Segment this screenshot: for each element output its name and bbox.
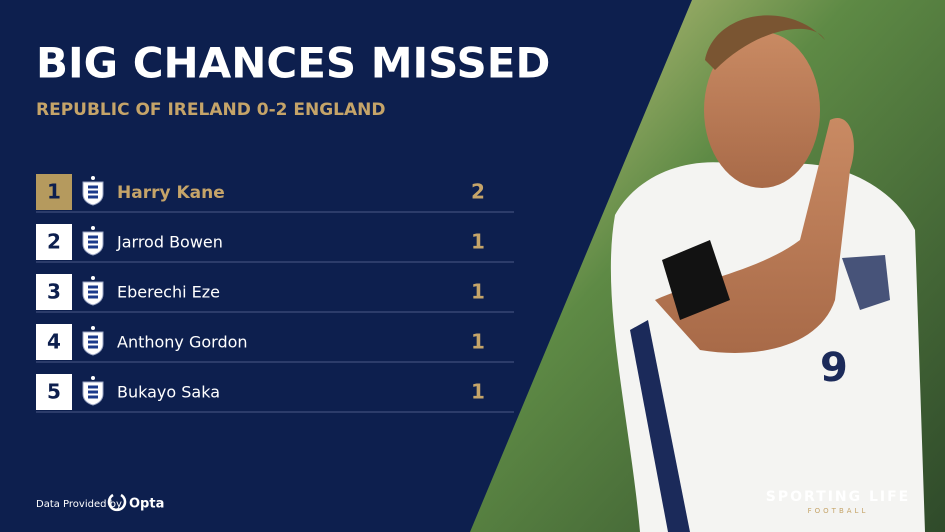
player-name: Eberechi Eze xyxy=(117,283,220,302)
crest-lion xyxy=(88,195,98,199)
crest-lion xyxy=(88,335,98,339)
crest-lion xyxy=(88,345,98,349)
big-chances-missed: 1 xyxy=(471,230,485,254)
table-row: 5 Bukayo Saka 1 xyxy=(36,374,514,413)
crest-star xyxy=(91,276,95,280)
crest-icon xyxy=(82,176,104,206)
brand-sub: FOOTBALL xyxy=(808,507,869,515)
crest-lion xyxy=(88,235,98,239)
rank: 1 xyxy=(47,180,61,204)
photo: 9 xyxy=(470,0,945,532)
ranking-table: 1 Harry Kane 2 2 Jarrod Bowen 1 3 Eberechi Eze 1… xyxy=(36,174,514,413)
subtitle: REPUBLIC OF IRELAND 0-2 ENGLAND xyxy=(36,100,386,120)
crest-lion xyxy=(88,290,98,294)
rank-box xyxy=(36,174,72,210)
big-chances-missed: 1 xyxy=(471,380,485,404)
rank: 2 xyxy=(47,230,61,254)
crest-lion xyxy=(88,240,98,244)
crest-icon xyxy=(82,226,104,256)
table-row: 3 Eberechi Eze 1 xyxy=(36,274,514,313)
table-row: 1 Harry Kane 2 xyxy=(36,174,514,213)
player-name: Jarrod Bowen xyxy=(116,233,223,252)
crest-lion xyxy=(88,385,98,389)
player-name: Harry Kane xyxy=(117,183,225,203)
crest-lion xyxy=(88,340,98,344)
opta-logo xyxy=(107,493,127,512)
crest-lion xyxy=(88,285,98,289)
table-row: 2 Jarrod Bowen 1 xyxy=(36,224,514,263)
rank: 3 xyxy=(47,280,61,304)
rank-box xyxy=(36,224,72,260)
player-name: Anthony Gordon xyxy=(117,333,248,352)
crest-lion xyxy=(88,190,98,194)
crest-star xyxy=(91,376,95,380)
brand: SPORTING LIFE xyxy=(766,489,911,505)
rank: 5 xyxy=(47,380,61,404)
crest-icon xyxy=(82,276,104,306)
big-chances-missed: 1 xyxy=(471,280,485,304)
crest-lion xyxy=(88,185,98,189)
crest-star xyxy=(91,326,95,330)
title: BIG CHANCES MISSED xyxy=(36,39,550,88)
rank: 4 xyxy=(47,330,61,354)
rank-box xyxy=(36,274,72,310)
rank-box xyxy=(36,374,72,410)
crest-icon xyxy=(82,376,104,406)
table-row: 4 Anthony Gordon 1 xyxy=(36,324,514,363)
big-chances-missed: 2 xyxy=(471,180,485,204)
crest-star xyxy=(91,226,95,230)
crest-lion xyxy=(88,395,98,399)
crest-lion xyxy=(88,295,98,299)
crest-star xyxy=(91,176,95,180)
rank-box xyxy=(36,324,72,360)
svg-text:9: 9 xyxy=(820,345,848,391)
player-name: Bukayo Saka xyxy=(117,383,220,402)
provider: Opta xyxy=(129,497,164,512)
big-chances-missed: 1 xyxy=(471,330,485,354)
provider-label: Data Provided by xyxy=(36,499,122,510)
crest-icon xyxy=(82,326,104,356)
crest-lion xyxy=(88,390,98,394)
crest-lion xyxy=(88,245,98,249)
